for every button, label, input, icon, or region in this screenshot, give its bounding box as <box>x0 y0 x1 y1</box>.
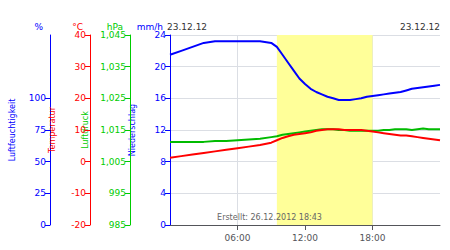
svg-text:0: 0 <box>160 220 166 230</box>
svg-text:-20: -20 <box>71 220 86 230</box>
svg-text:1,005: 1,005 <box>100 157 126 167</box>
svg-text:1,035: 1,035 <box>100 62 126 72</box>
svg-text:18:00: 18:00 <box>360 233 386 243</box>
svg-text:12:00: 12:00 <box>292 233 318 243</box>
svg-text:8: 8 <box>160 157 166 167</box>
svg-text:995: 995 <box>109 188 126 198</box>
svg-text:°C: °C <box>72 21 83 32</box>
svg-text:Erstellt: 26.12.2012 18:43: Erstellt: 26.12.2012 18:43 <box>217 213 322 222</box>
svg-text:Temperatur: Temperatur <box>47 107 57 153</box>
svg-text:16: 16 <box>155 93 167 103</box>
svg-text:30: 30 <box>75 62 87 72</box>
svg-text:40: 40 <box>75 30 87 40</box>
svg-text:%: % <box>34 22 43 32</box>
svg-text:100: 100 <box>29 93 46 103</box>
svg-text:06:00: 06:00 <box>225 233 251 243</box>
svg-text:75: 75 <box>35 125 46 135</box>
svg-text:0: 0 <box>80 157 86 167</box>
svg-text:Luftfeuchtigkeit: Luftfeuchtigkeit <box>8 99 17 162</box>
svg-text:1,025: 1,025 <box>100 93 126 103</box>
svg-text:Luftdruck: Luftdruck <box>80 111 90 149</box>
svg-text:20: 20 <box>155 62 167 72</box>
svg-text:hPa: hPa <box>106 21 123 32</box>
svg-text:50: 50 <box>35 157 47 167</box>
svg-text:-10: -10 <box>71 188 86 198</box>
svg-text:1,015: 1,015 <box>100 125 126 135</box>
svg-text:0: 0 <box>40 220 46 230</box>
svg-text:Niederschlag: Niederschlag <box>127 103 137 157</box>
svg-text:mm/h: mm/h <box>136 21 163 32</box>
svg-text:24: 24 <box>155 30 167 40</box>
svg-text:12: 12 <box>155 125 166 135</box>
svg-text:985: 985 <box>109 220 126 230</box>
svg-text:23.12.12: 23.12.12 <box>167 22 207 32</box>
svg-text:10: 10 <box>75 125 87 135</box>
svg-text:20: 20 <box>75 93 87 103</box>
svg-text:1,045: 1,045 <box>100 30 126 40</box>
svg-text:4: 4 <box>160 188 166 198</box>
svg-text:25: 25 <box>35 188 46 198</box>
svg-text:23.12.12: 23.12.12 <box>400 22 440 32</box>
